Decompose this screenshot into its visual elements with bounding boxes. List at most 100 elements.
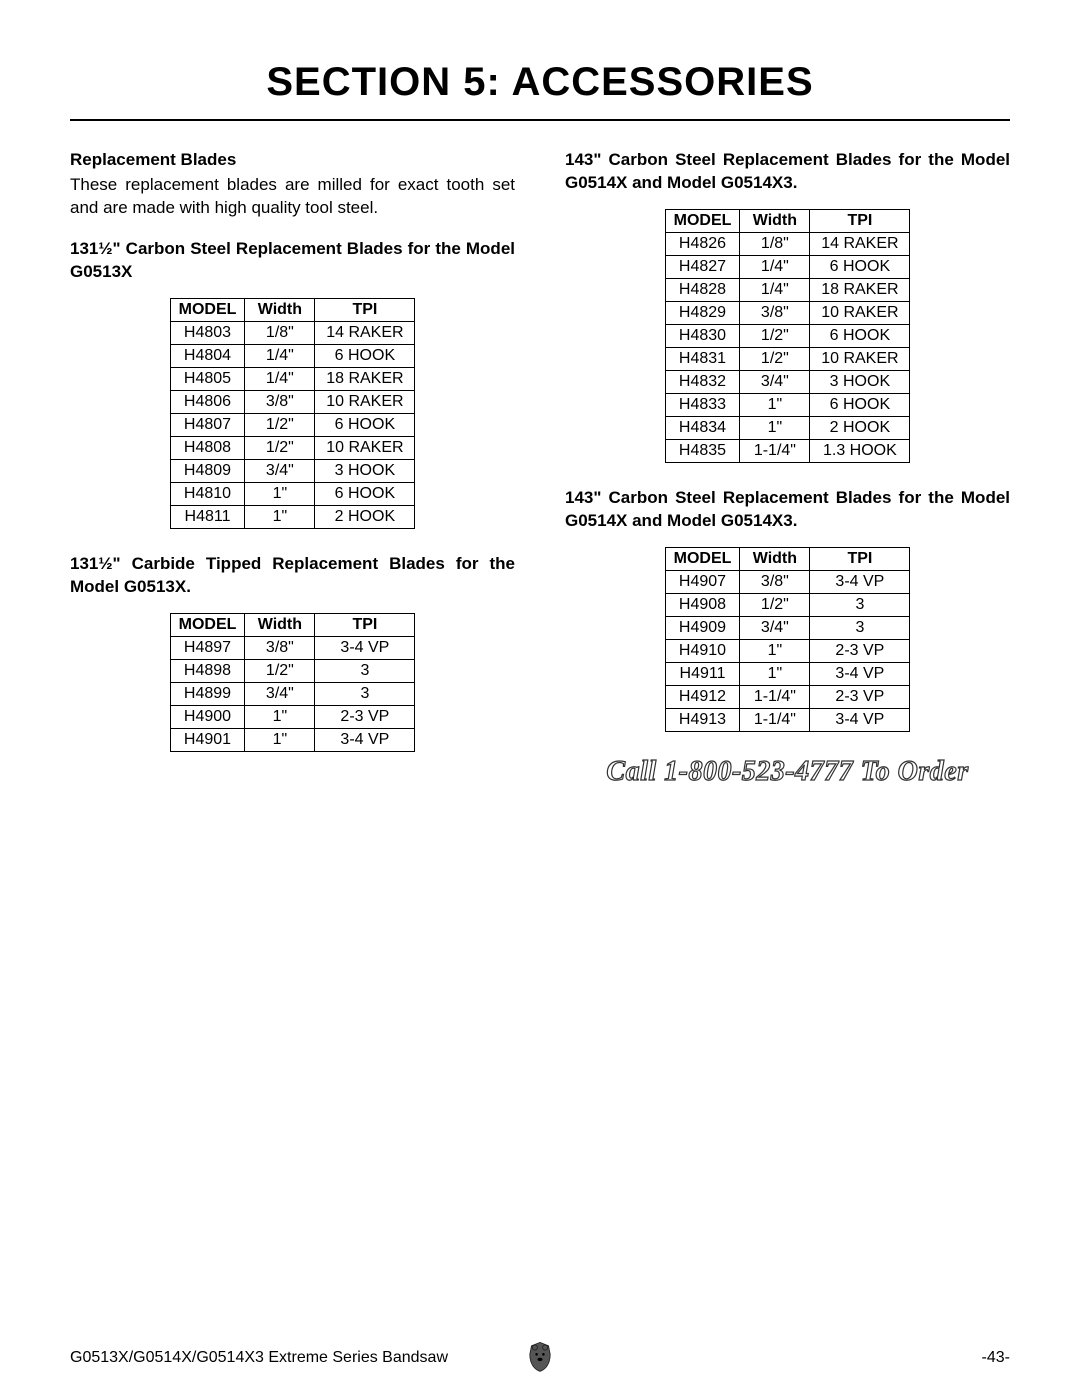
table-row: H48101"6 HOOK — [170, 482, 415, 505]
right-column: 143" Carbon Steel Replacement Blades for… — [565, 149, 1010, 788]
cell-tpi: 3 HOOK — [810, 370, 910, 393]
cell-model: H4807 — [170, 413, 245, 436]
cell-tpi: 3 — [315, 659, 415, 682]
footer: G0513X/G0514X/G0514X3 Extreme Series Ban… — [70, 1349, 1010, 1367]
cell-tpi: 2 HOOK — [315, 505, 415, 528]
cell-model: H4900 — [170, 705, 245, 728]
th-tpi: TPI — [810, 209, 910, 232]
cell-model: H4804 — [170, 344, 245, 367]
cell-tpi: 3 — [315, 682, 415, 705]
cell-width: 1" — [740, 416, 810, 439]
cell-width: 1-1/4" — [740, 439, 810, 462]
call-to-order: Call 1-800-523-4777 To Order — [565, 756, 1010, 788]
cell-width: 3/8" — [740, 570, 810, 593]
cell-width: 3/4" — [245, 682, 315, 705]
table-row: H48341"2 HOOK — [665, 416, 910, 439]
table-row: H48323/4"3 HOOK — [665, 370, 910, 393]
cell-tpi: 2-3 VP — [810, 639, 910, 662]
table-row: H49001"2-3 VP — [170, 705, 415, 728]
cell-model: H4829 — [665, 301, 740, 324]
cell-tpi: 10 RAKER — [810, 301, 910, 324]
cell-width: 1" — [245, 505, 315, 528]
cell-width: 1-1/4" — [740, 708, 810, 731]
table3: MODELWidthTPIH48261/8"14 RAKERH48271/4"6… — [665, 209, 911, 463]
th-width: Width — [245, 298, 315, 321]
footer-left: G0513X/G0514X/G0514X3 Extreme Series Ban… — [70, 1349, 448, 1367]
cell-tpi: 6 HOOK — [315, 482, 415, 505]
cell-width: 1/2" — [740, 593, 810, 616]
cell-width: 1/8" — [245, 321, 315, 344]
cell-tpi: 2-3 VP — [810, 685, 910, 708]
left-column: Replacement Blades These replacement bla… — [70, 149, 515, 788]
footer-right: -43- — [982, 1349, 1010, 1367]
cell-tpi: 18 RAKER — [810, 278, 910, 301]
cell-tpi: 14 RAKER — [315, 321, 415, 344]
cell-width: 1" — [245, 705, 315, 728]
cell-model: H4909 — [665, 616, 740, 639]
cell-width: 1/2" — [740, 347, 810, 370]
cell-model: H4907 — [665, 570, 740, 593]
th-tpi: TPI — [315, 298, 415, 321]
cell-model: H4830 — [665, 324, 740, 347]
table-row: H49081/2"3 — [665, 593, 910, 616]
cell-tpi: 6 HOOK — [315, 413, 415, 436]
cell-tpi: 6 HOOK — [810, 324, 910, 347]
table-row: H48311/2"10 RAKER — [665, 347, 910, 370]
cell-width: 1" — [245, 728, 315, 751]
divider — [70, 119, 1010, 121]
th-width: Width — [740, 209, 810, 232]
cell-width: 1" — [740, 393, 810, 416]
table-row: H49121-1/4"2-3 VP — [665, 685, 910, 708]
th-width: Width — [740, 547, 810, 570]
cell-model: H4808 — [170, 436, 245, 459]
th-model: MODEL — [665, 209, 740, 232]
table-row: H49093/4"3 — [665, 616, 910, 639]
th-tpi: TPI — [810, 547, 910, 570]
cell-model: H4832 — [665, 370, 740, 393]
cell-model: H4805 — [170, 367, 245, 390]
table-row: H48261/8"14 RAKER — [665, 232, 910, 255]
footer-logo — [523, 1339, 557, 1378]
th-model: MODEL — [665, 547, 740, 570]
cell-tpi: 3-4 VP — [315, 636, 415, 659]
cell-width: 1" — [740, 639, 810, 662]
cell-width: 1/4" — [245, 367, 315, 390]
cell-tpi: 1.3 HOOK — [810, 439, 910, 462]
cell-width: 3/8" — [740, 301, 810, 324]
cell-tpi: 10 RAKER — [315, 390, 415, 413]
table-row: H48301/2"6 HOOK — [665, 324, 910, 347]
th-model: MODEL — [170, 613, 245, 636]
cell-width: 1/4" — [740, 278, 810, 301]
table-row: H49131-1/4"3-4 VP — [665, 708, 910, 731]
cell-tpi: 6 HOOK — [315, 344, 415, 367]
table1: MODELWidthTPIH48031/8"14 RAKERH48041/4"6… — [170, 298, 416, 529]
cell-model: H4803 — [170, 321, 245, 344]
th-tpi: TPI — [315, 613, 415, 636]
cell-model: H4912 — [665, 685, 740, 708]
table-row: H49101"2-3 VP — [665, 639, 910, 662]
table4-heading: 143" Carbon Steel Replacement Blades for… — [565, 487, 1010, 533]
table-row: H48351-1/4"1.3 HOOK — [665, 439, 910, 462]
cell-tpi: 2 HOOK — [810, 416, 910, 439]
cell-tpi: 3 — [810, 616, 910, 639]
cell-width: 1/2" — [245, 436, 315, 459]
cell-model: H4811 — [170, 505, 245, 528]
table-row: H48031/8"14 RAKER — [170, 321, 415, 344]
cell-model: H4828 — [665, 278, 740, 301]
table-row: H48981/2"3 — [170, 659, 415, 682]
cell-width: 1" — [245, 482, 315, 505]
cell-tpi: 10 RAKER — [810, 347, 910, 370]
cell-tpi: 3-4 VP — [810, 662, 910, 685]
table-row: H48271/4"6 HOOK — [665, 255, 910, 278]
replacement-blades-body: These replacement blades are milled for … — [70, 174, 515, 220]
table-row: H49111"3-4 VP — [665, 662, 910, 685]
table1-heading: 131½" Carbon Steel Replacement Blades fo… — [70, 238, 515, 284]
table-row: H48331"6 HOOK — [665, 393, 910, 416]
table-row: H48111"2 HOOK — [170, 505, 415, 528]
page: SECTION 5: ACCESSORIES Replacement Blade… — [0, 0, 1080, 1397]
table-row: H49011"3-4 VP — [170, 728, 415, 751]
cell-width: 1/2" — [245, 413, 315, 436]
cell-tpi: 3-4 VP — [315, 728, 415, 751]
cell-model: H4910 — [665, 639, 740, 662]
table-row: H48071/2"6 HOOK — [170, 413, 415, 436]
